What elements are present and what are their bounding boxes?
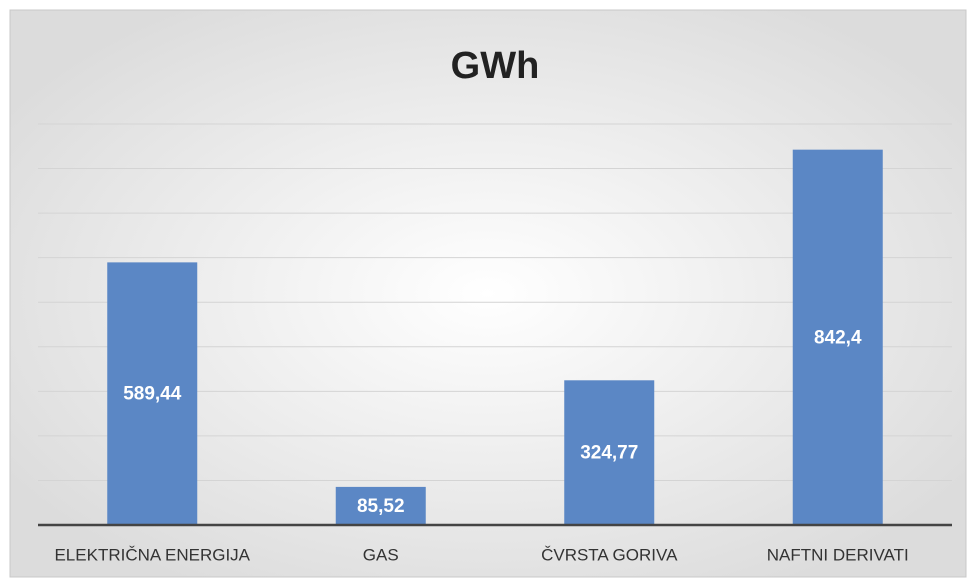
data-label: 589,44 <box>123 384 182 405</box>
x-tick-label: ČVRSTA GORIVA <box>541 545 678 564</box>
x-tick-label: GAS <box>363 545 399 564</box>
x-tick-label: NAFTNI DERIVATI <box>767 545 909 564</box>
x-tick-label: ELEKTRIČNA ENERGIJA <box>54 545 250 564</box>
data-label: 85,52 <box>357 496 405 517</box>
chart-title: GWh <box>451 45 540 87</box>
data-label: 842,4 <box>814 327 862 348</box>
bar <box>564 380 655 525</box>
data-label: 324,77 <box>580 443 638 464</box>
bar <box>107 262 198 525</box>
bar <box>335 486 426 525</box>
bar <box>792 149 883 525</box>
